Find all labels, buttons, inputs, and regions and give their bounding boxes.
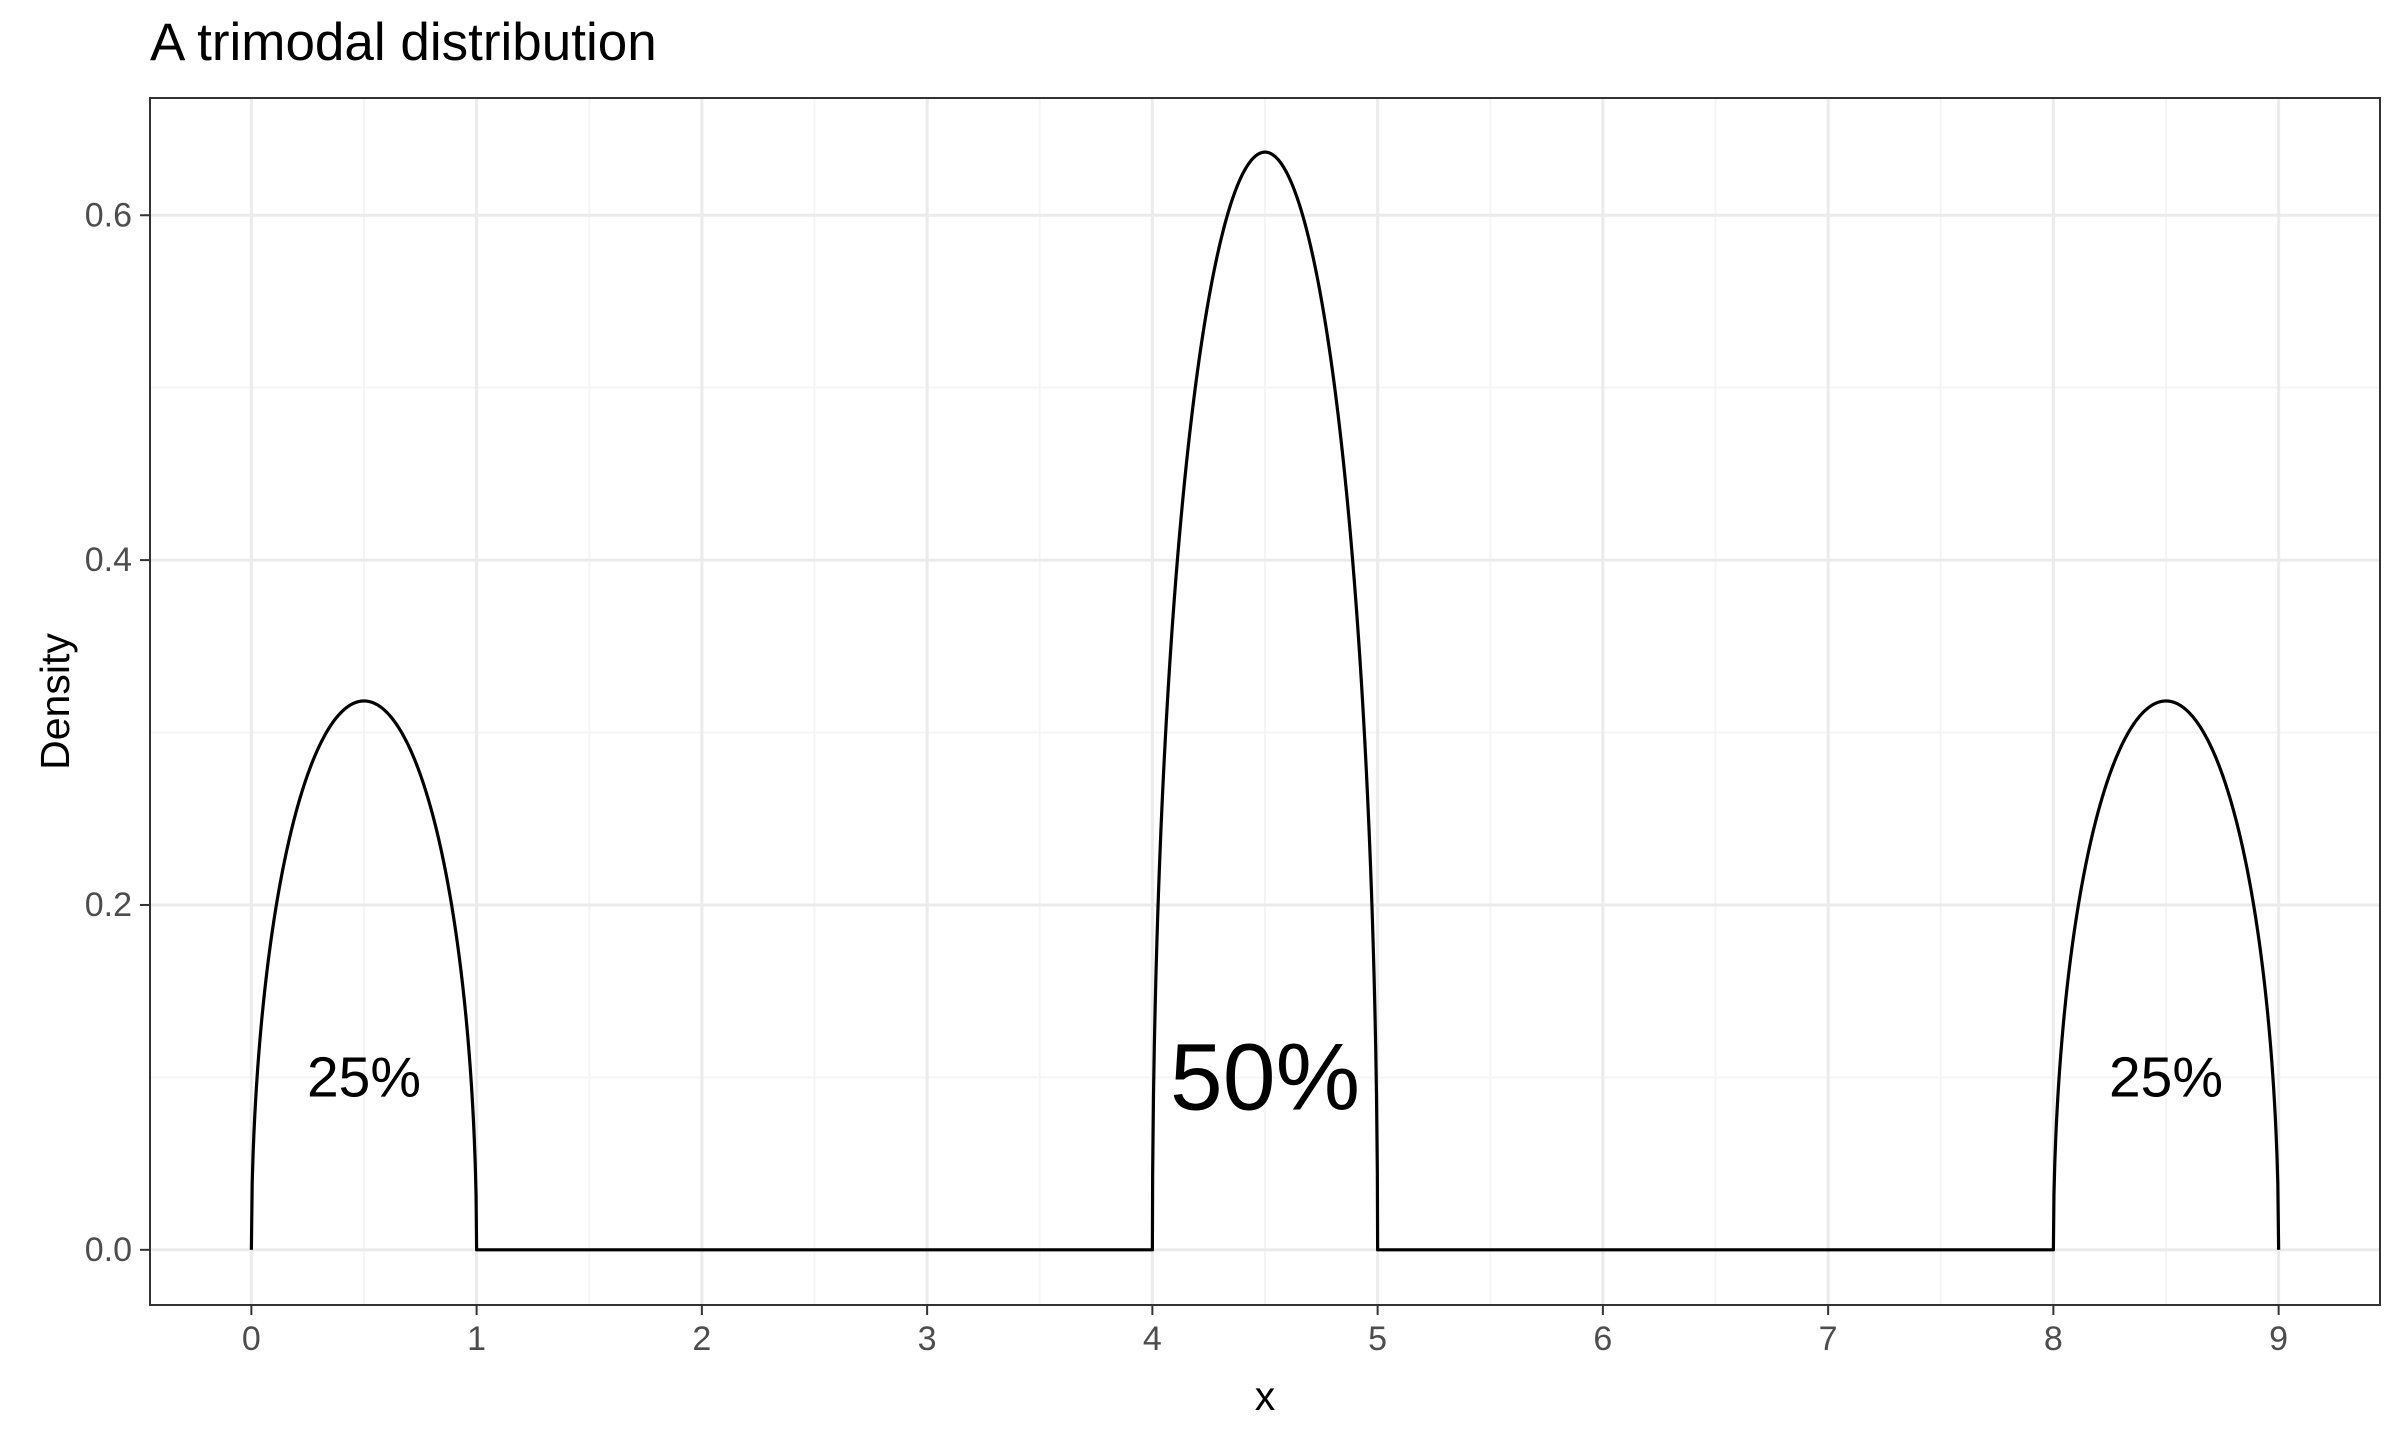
- density-curve: [249, 150, 2281, 1252]
- annotation-label: 25%: [2109, 1045, 2223, 1109]
- panel-border: [149, 97, 2381, 1306]
- annotation-label: 50%: [1170, 1024, 1360, 1130]
- grid-lines: [150, 98, 2380, 1305]
- x-tick-label: 5: [1368, 1320, 1387, 1358]
- y-tick-label: 0.4: [85, 541, 132, 579]
- y-tick-label: 0.0: [85, 1231, 132, 1269]
- x-tick-label: 3: [918, 1320, 937, 1358]
- density-curve-layer: [249, 150, 2281, 1252]
- x-tick-label: 2: [692, 1320, 711, 1358]
- x-tick-label: 6: [1593, 1320, 1612, 1358]
- chart-title: A trimodal distribution: [150, 13, 657, 72]
- x-tick-label: 8: [2044, 1320, 2063, 1358]
- y-tick-label: 0.6: [85, 196, 132, 234]
- y-tick-label: 0.2: [85, 886, 132, 924]
- annotation-label: 25%: [307, 1045, 421, 1109]
- x-tick-label: 0: [242, 1320, 261, 1358]
- x-tick-label: 7: [1819, 1320, 1838, 1358]
- y-axis: 0.0 0.2 0.4 0.6: [85, 196, 150, 1269]
- y-axis-title: Density: [32, 633, 78, 770]
- x-axis-title: x: [1255, 1373, 1276, 1419]
- x-tick-label: 9: [2269, 1320, 2288, 1358]
- annotations: 25% 50% 25%: [307, 1024, 2223, 1130]
- x-tick-label: 4: [1143, 1320, 1162, 1358]
- x-axis: 0 1 2 3 4 5 6 7 8 9: [242, 1305, 2288, 1358]
- x-tick-label: 1: [467, 1320, 486, 1358]
